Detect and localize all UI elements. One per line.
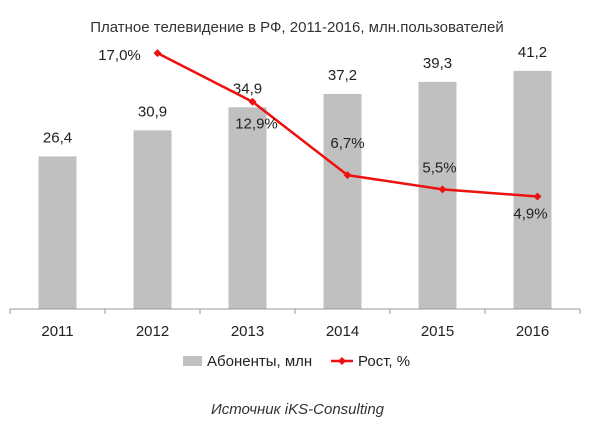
line-data-labels: 17,0% 12,9% 6,7% 5,5% 4,9% [98, 47, 547, 222]
line-label-2013: 12,9% [235, 116, 278, 133]
legend-swatch-marker [338, 357, 346, 365]
legend-label-line: Рост, % [358, 353, 410, 370]
bar-2013 [228, 107, 267, 309]
bar-label-2011: 26,4 [43, 129, 72, 146]
line-point-2012 [153, 49, 162, 58]
bar-2015 [418, 81, 457, 309]
legend-label-bars: Абоненты, млн [207, 353, 312, 370]
line-point-2016 [533, 192, 542, 201]
bar-data-labels: 26,4 30,9 34,9 37,2 39,3 41,2 [43, 44, 547, 147]
bar-label-2013: 34,9 [233, 80, 262, 97]
x-axis-ticks: 2011 2012 2013 2014 2015 2016 [9, 309, 581, 340]
line-label-2014: 6,7% [330, 135, 364, 152]
source-note: Источник iKS-Consulting [210, 401, 385, 418]
bar-label-2014: 37,2 [328, 67, 357, 84]
x-tick-label-2013: 2013 [231, 323, 264, 340]
legend: Абоненты, млн Рост, % [183, 353, 410, 370]
line-label-2012: 17,0% [98, 47, 141, 64]
line-label-2015: 5,5% [422, 159, 456, 176]
x-tick-label-2016: 2016 [516, 323, 549, 340]
bar-2011 [38, 156, 77, 309]
bar-label-2012: 30,9 [138, 103, 167, 120]
bar-2016 [513, 70, 552, 309]
line-label-2016: 4,9% [513, 205, 547, 222]
bar-series [38, 70, 552, 309]
line-point-2013 [248, 97, 257, 106]
bar-label-2016: 41,2 [518, 44, 547, 61]
legend-swatch-bars [183, 356, 202, 366]
bar-label-2015: 39,3 [423, 55, 452, 72]
bar-2014 [323, 93, 362, 309]
x-tick-label-2015: 2015 [421, 323, 454, 340]
x-tick-label-2011: 2011 [41, 323, 73, 340]
line-point-2015 [438, 185, 447, 194]
x-tick-label-2014: 2014 [326, 323, 359, 340]
chart-title: Платное телевидение в РФ, 2011-2016, млн… [90, 19, 504, 36]
bar-2012 [133, 130, 172, 309]
line-point-2014 [343, 171, 352, 180]
x-tick-label-2012: 2012 [136, 323, 169, 340]
line-series [153, 49, 542, 201]
